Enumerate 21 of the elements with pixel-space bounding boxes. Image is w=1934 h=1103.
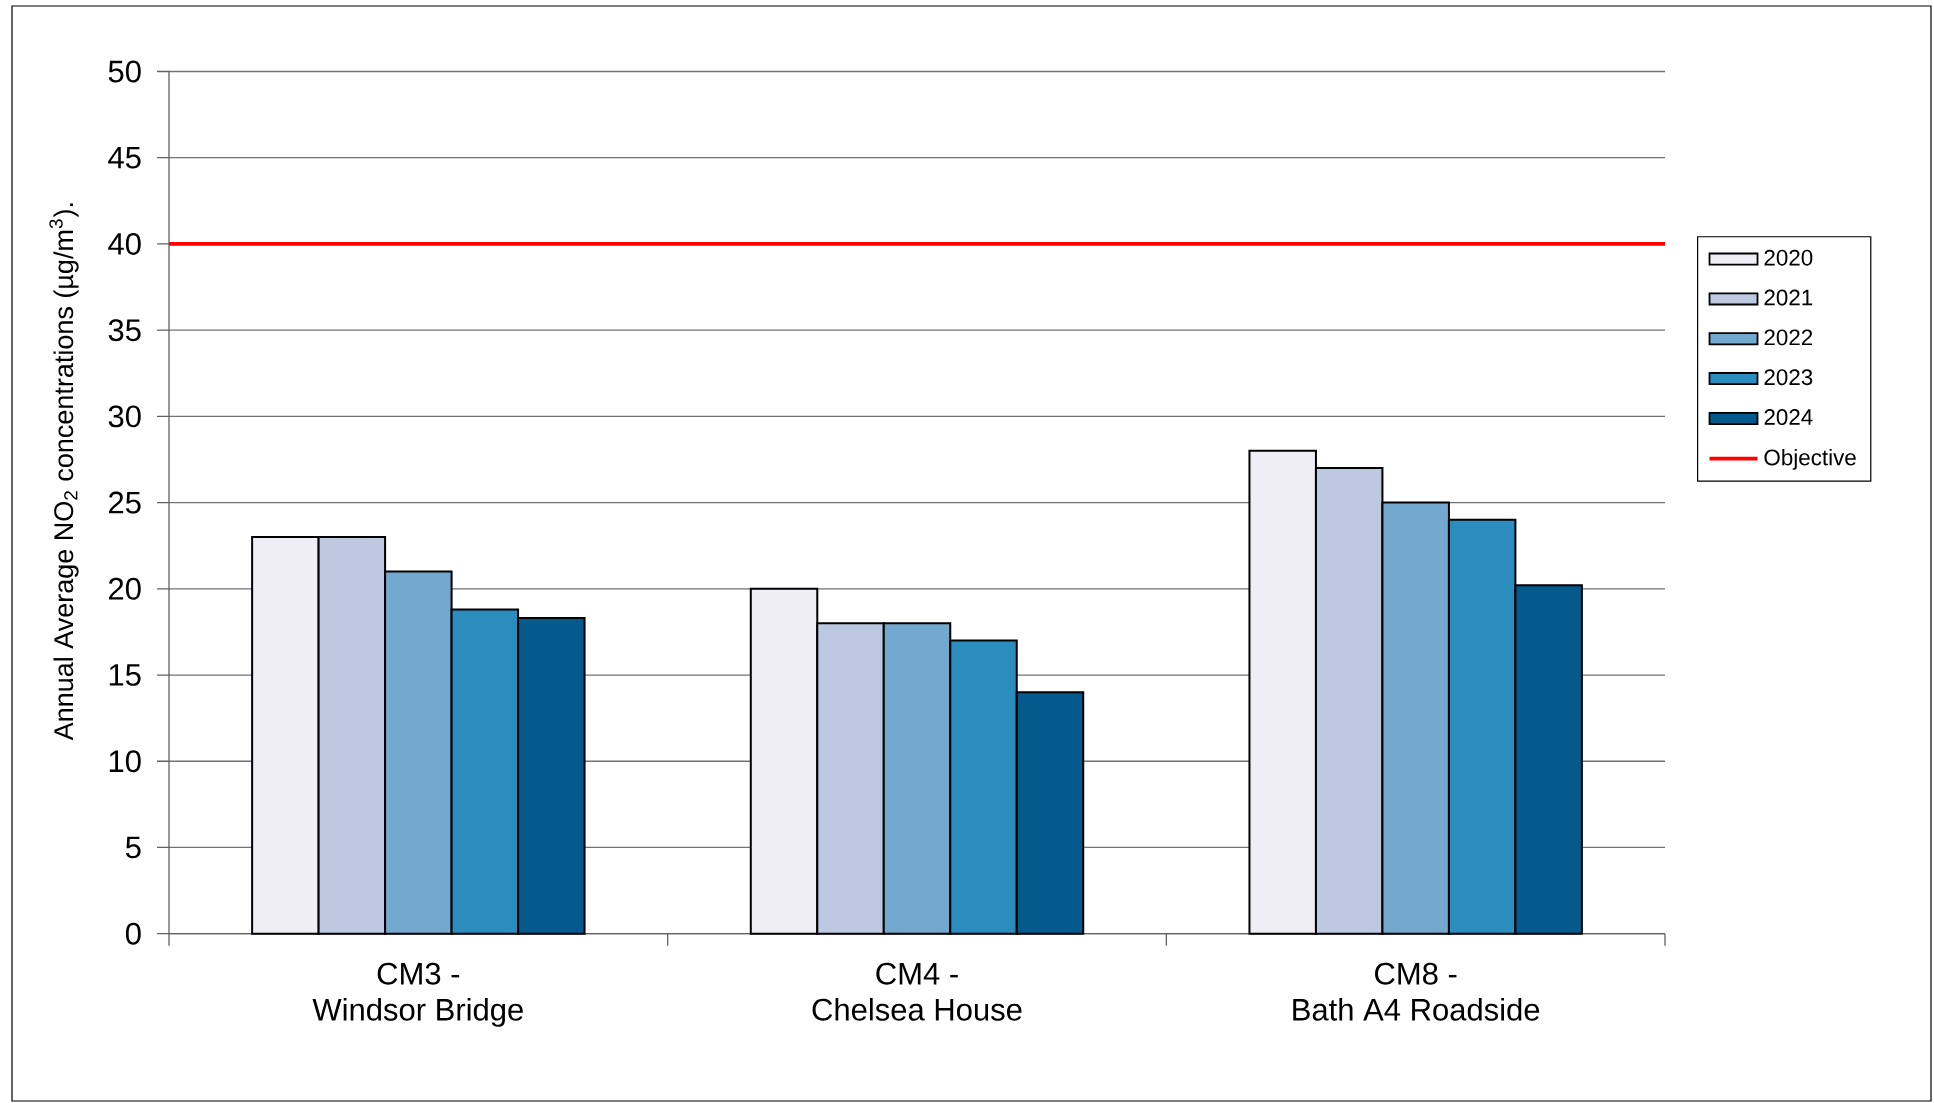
y-tick-label: 40 <box>108 232 141 255</box>
y-tick-label: 20 <box>109 577 141 600</box>
y-tick-label: 35 <box>108 319 141 342</box>
x-tick-label: CM4 - Chelsea House <box>812 962 1022 1021</box>
legend-label: 2022 <box>1764 329 1813 346</box>
x-tick-label: CM8 - Bath A4 Roadside <box>1293 962 1540 1021</box>
legend-label: 2021 <box>1764 289 1813 306</box>
legend-label: 2020 <box>1764 249 1813 266</box>
y-tick-label: 45 <box>108 146 141 169</box>
y-axis-title: Annual Average NO$_{2}$ concentrations (µg/m$^{3}$). <box>49 203 79 741</box>
y-tick-label: 0 <box>125 922 141 945</box>
legend-label: Objective <box>1764 448 1856 470</box>
legend-label: 2024 <box>1764 409 1813 425</box>
legend-label: 2023 <box>1764 369 1813 386</box>
y-tick-label: 5 <box>125 836 141 859</box>
y-tick-label: 50 <box>108 60 141 83</box>
y-tick-label: 30 <box>108 405 141 428</box>
y-tick-label: 15 <box>109 664 141 686</box>
y-tick-label: 25 <box>109 491 141 514</box>
y-tick-label: 10 <box>109 750 141 773</box>
x-tick-label: CM3 - Windsor Bridge <box>312 962 523 1027</box>
